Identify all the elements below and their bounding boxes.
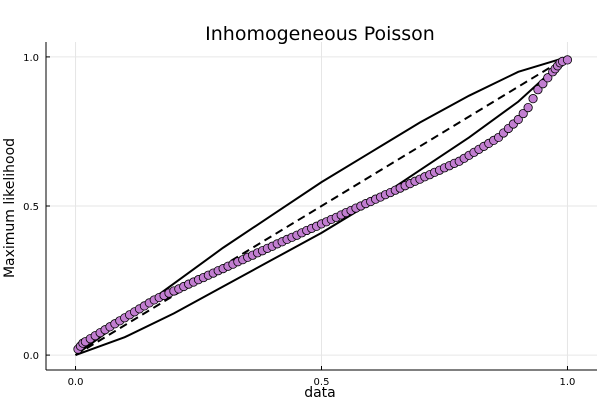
data-point-91 (513, 114, 523, 125)
envelope-lower (75, 56, 569, 357)
data-point-96 (538, 79, 548, 89)
y-tick-label-0: 0.0 (23, 351, 39, 362)
series-layer (73, 55, 573, 357)
y-tick-label-2: 1.0 (23, 53, 39, 64)
chart-title: Inhomogeneous Poisson (205, 23, 435, 45)
data-point-94 (528, 94, 538, 104)
x-tick-label-1: 0.5 (314, 377, 330, 388)
data-point-95 (533, 85, 543, 95)
y-tick-label-1: 0.5 (23, 202, 39, 213)
x-axis-label: data (304, 385, 336, 400)
data-point-92 (518, 108, 528, 119)
ticks: 0.0 0.5 1.0 0.0 0.5 1.0 (23, 53, 575, 388)
data-point-103 (562, 55, 573, 65)
y-axis-label: Maximum likelihood (2, 138, 18, 278)
reference-line (74, 56, 569, 356)
x-tick-label-2: 1.0 (560, 377, 576, 388)
data-point-93 (523, 103, 533, 113)
x-tick-label-0: 0.0 (68, 377, 84, 388)
data-point-97 (543, 73, 553, 83)
